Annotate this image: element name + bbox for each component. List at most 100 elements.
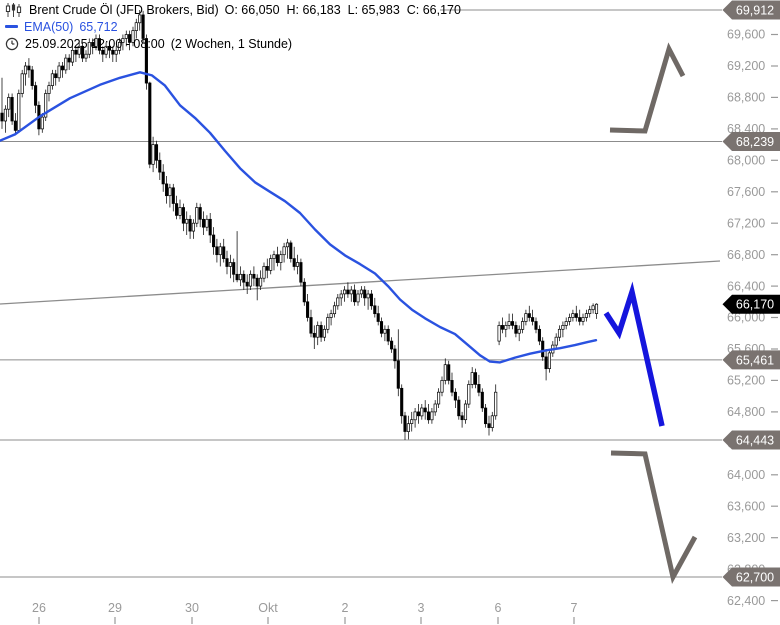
candle-body: [17, 93, 21, 131]
candle-body: [497, 325, 501, 342]
candle-body: [346, 289, 350, 295]
candle-body: [282, 246, 286, 256]
candle-body: [336, 297, 340, 307]
candle-body: [222, 246, 226, 259]
candle-body: [40, 116, 44, 130]
x-tick-label: 6: [495, 601, 502, 615]
candle-body: [423, 407, 427, 413]
candle-body: [584, 313, 588, 318]
candle-body: [349, 289, 353, 295]
candle-body: [188, 218, 192, 232]
candle-body: [373, 305, 377, 315]
x-tick-label: 26: [32, 601, 46, 615]
y-tick-label: 64,800: [727, 405, 765, 419]
price-badge-label: 62,700: [736, 570, 774, 584]
candle-body: [74, 49, 78, 55]
candle-body: [312, 332, 316, 338]
candle-body: [60, 65, 65, 71]
price-badge-label: 64,443: [736, 433, 774, 447]
candle-body: [117, 42, 122, 51]
candle-body: [30, 69, 34, 86]
candle-body: [81, 45, 85, 59]
price-badge: [722, 132, 780, 151]
candle-body: [581, 317, 585, 322]
price-badge: [722, 430, 780, 450]
candle-body: [248, 273, 253, 287]
candle-body: [141, 14, 145, 39]
y-tick-label: 64,000: [727, 468, 765, 482]
candlestick-icon: [5, 2, 22, 17]
candle-body: [406, 423, 410, 432]
y-tick-label: 67,600: [727, 185, 765, 199]
candle-body: [524, 313, 528, 322]
candle-body: [134, 22, 138, 31]
candle-body: [235, 273, 239, 281]
price-badge: [722, 0, 780, 20]
candle-body: [309, 317, 313, 334]
candle-body: [322, 328, 326, 338]
ohlc-values: O: 66,050 H: 66,183 L: 65,983 C: 66,170: [224, 2, 461, 17]
candle-body: [396, 360, 400, 389]
y-tick-label: 67,200: [727, 216, 765, 230]
candle-body: [114, 49, 118, 55]
candle-body: [111, 49, 115, 55]
candle-body: [379, 321, 384, 334]
candle-body: [564, 321, 568, 326]
candle-body: [450, 380, 454, 393]
price-badge: [722, 294, 780, 314]
candle-body: [191, 222, 195, 232]
y-tick-label: 66,800: [727, 248, 765, 262]
candle-body: [504, 325, 508, 330]
candle-body: [245, 281, 249, 287]
candle-body: [470, 372, 474, 385]
candle-body: [292, 258, 296, 267]
candle-body: [490, 415, 494, 428]
candle-body: [547, 352, 551, 369]
candle-body: [527, 313, 531, 318]
bull-scenario-arrow: [609, 42, 686, 134]
candle-body: [571, 313, 575, 318]
candle-body: [138, 14, 142, 24]
candle-body: [480, 391, 484, 409]
x-tick-label: 2: [342, 601, 349, 615]
candle-body: [131, 30, 135, 43]
candle-body: [205, 218, 209, 228]
period-line: 25.09.2025 12:00 - 08:00 (2 Wochen, 1 St…: [0, 35, 461, 52]
candle-body: [574, 313, 578, 318]
candle-body: [185, 218, 189, 224]
price-badge-label: 65,461: [736, 353, 774, 367]
candle-body: [228, 262, 232, 267]
candle-body: [269, 258, 273, 271]
candle-body: [212, 234, 216, 248]
price-badge: [722, 567, 780, 587]
candle-body: [541, 340, 545, 358]
candle-body: [413, 411, 417, 421]
candle-body: [148, 82, 152, 165]
clock-icon: [5, 37, 19, 50]
candle-body: [477, 384, 481, 393]
candle-body: [23, 65, 28, 75]
candle-body: [430, 411, 434, 421]
candle-body: [94, 38, 98, 47]
candle-body: [437, 391, 441, 405]
candle-body: [255, 277, 259, 287]
y-tick-label: 69,200: [727, 59, 765, 73]
candle-body: [420, 407, 424, 417]
y-tick-label: 63,600: [727, 499, 765, 513]
candle-body: [326, 317, 330, 330]
candle-body: [97, 38, 101, 51]
candle-body: [10, 97, 14, 122]
candle-body: [20, 73, 24, 94]
candle-body: [3, 108, 7, 122]
candle-body: [285, 242, 290, 248]
candle-body: [403, 415, 407, 432]
candle-body: [416, 411, 421, 417]
candle-body: [363, 289, 367, 299]
y-tick-label: 68,000: [727, 154, 765, 168]
candle-body: [557, 328, 562, 338]
candle-body: [386, 328, 390, 342]
candle-body: [400, 387, 404, 417]
candle-body: [262, 266, 266, 279]
candle-body: [181, 207, 185, 224]
